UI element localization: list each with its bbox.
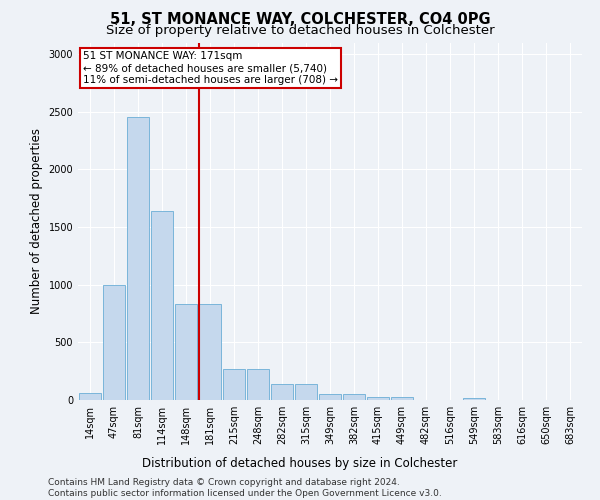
Text: Size of property relative to detached houses in Colchester: Size of property relative to detached ho… — [106, 24, 494, 37]
Bar — [103, 284, 125, 400]
Bar — [199, 304, 221, 400]
Bar — [223, 369, 245, 400]
Bar — [463, 398, 485, 400]
Text: 51, ST MONANCE WAY, COLCHESTER, CO4 0PG: 51, ST MONANCE WAY, COLCHESTER, CO4 0PG — [110, 12, 490, 28]
Y-axis label: Number of detached properties: Number of detached properties — [30, 128, 43, 314]
Bar — [247, 369, 269, 400]
Bar — [367, 396, 389, 400]
Bar — [175, 304, 197, 400]
Bar — [343, 394, 365, 400]
Bar — [151, 211, 173, 400]
Text: 51 ST MONANCE WAY: 171sqm
← 89% of detached houses are smaller (5,740)
11% of se: 51 ST MONANCE WAY: 171sqm ← 89% of detac… — [83, 52, 338, 84]
Bar — [319, 394, 341, 400]
Bar — [79, 393, 101, 400]
Text: Distribution of detached houses by size in Colchester: Distribution of detached houses by size … — [142, 458, 458, 470]
Bar — [127, 118, 149, 400]
Bar — [391, 396, 413, 400]
Bar — [295, 384, 317, 400]
Bar — [271, 384, 293, 400]
Text: Contains HM Land Registry data © Crown copyright and database right 2024.
Contai: Contains HM Land Registry data © Crown c… — [48, 478, 442, 498]
